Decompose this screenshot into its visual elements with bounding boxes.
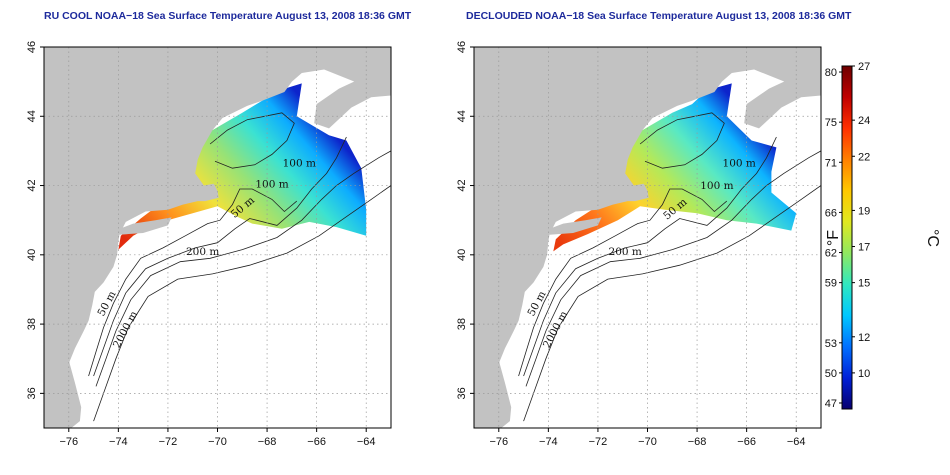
celsius-tick-label: 22 [858,151,870,163]
isobath-200m [525,150,821,387]
landmass [44,47,391,428]
landmass [474,47,821,428]
lon-tick-label: −70 [208,436,227,448]
lon-tick-label: −64 [357,436,376,448]
fahrenheit-tick-label: 62 [825,248,837,260]
lon-tick-label: −72 [589,436,608,448]
lon-tick-label: −76 [59,436,78,448]
lat-tick-label: 44 [456,110,468,122]
contour-label: 100 m [700,180,733,192]
fahrenheit-tick-label: 80 [825,67,837,79]
fahrenheit-tick-label: 66 [825,207,837,219]
nova-scotia [314,78,391,129]
colorbar-ramp [841,65,853,410]
lon-tick-label: −66 [307,436,326,448]
lat-tick-label: 46 [26,41,38,53]
celsius-tick-label: 17 [858,242,870,254]
lon-tick-label: −74 [109,436,128,448]
lon-tick-label: −74 [539,436,558,448]
contour-label: 200 m [186,246,219,258]
isobath-200m [95,150,391,387]
isobath-50m [518,188,728,377]
lat-tick-label: 36 [26,387,38,399]
lat-tick-label: 38 [456,318,468,330]
lat-tick-label: 46 [456,41,468,53]
lat-tick-label: 38 [26,318,38,330]
lat-tick-label: 40 [26,249,38,261]
contour-label: 100 m [723,157,756,169]
fahrenheit-unit-label: °F [825,230,842,246]
colorbar: 47 50 53 59 62 66 71 75 80 10 12 15 17 19 22 24 27 °F °C [825,61,941,410]
celsius-tick-label: 12 [858,332,870,344]
celsius-tick-label: 19 [858,205,870,217]
celsius-unit-label: °C [924,229,941,247]
lon-tick-label: −68 [688,436,707,448]
isobath-2000m [93,185,391,422]
celsius-tick-label: 24 [858,115,870,127]
nova-scotia [744,78,821,129]
celsius-tick-label: 10 [858,368,870,380]
celsius-tick-label: 27 [858,61,870,73]
fahrenheit-tick-label: 71 [825,157,837,169]
contour-label: 100 m [283,157,316,169]
long-island [119,217,172,235]
map-title-left: RU COOL NOAA−18 Sea Surface Temperature … [44,10,412,22]
lat-tick-label: 44 [26,110,38,122]
lat-tick-label: 36 [456,387,468,399]
long-island [549,217,602,235]
lat-tick-label: 42 [26,179,38,191]
lon-tick-label: −76 [489,436,508,448]
isobath-50m [88,188,298,377]
contour-label: 200 m [609,246,642,258]
lon-tick-label: −68 [258,436,277,448]
contour-label: 100 m [255,178,288,190]
isobath-100m [523,136,777,377]
lon-tick-label: −66 [737,436,756,448]
fahrenheit-tick-label: 47 [825,398,837,410]
lat-tick-label: 40 [456,249,468,261]
map-title-right: DECLOUDED NOAA−18 Sea Surface Temperatur… [466,10,852,22]
fahrenheit-tick-label: 75 [825,117,837,129]
lon-tick-label: −70 [638,436,657,448]
lat-tick-label: 42 [456,179,468,191]
fahrenheit-tick-label: 59 [825,278,837,290]
lon-tick-label: −64 [787,436,806,448]
sst-field [553,83,797,252]
fahrenheit-tick-label: 53 [825,338,837,350]
isobath-gulf-of-maine [209,112,295,169]
lon-tick-label: −72 [159,436,178,448]
celsius-tick-label: 15 [858,278,870,290]
isobath-2000m [523,185,821,422]
isobath-gulf-of-maine [639,112,725,169]
isobath-100m [93,136,347,377]
fahrenheit-tick-label: 50 [825,368,837,380]
